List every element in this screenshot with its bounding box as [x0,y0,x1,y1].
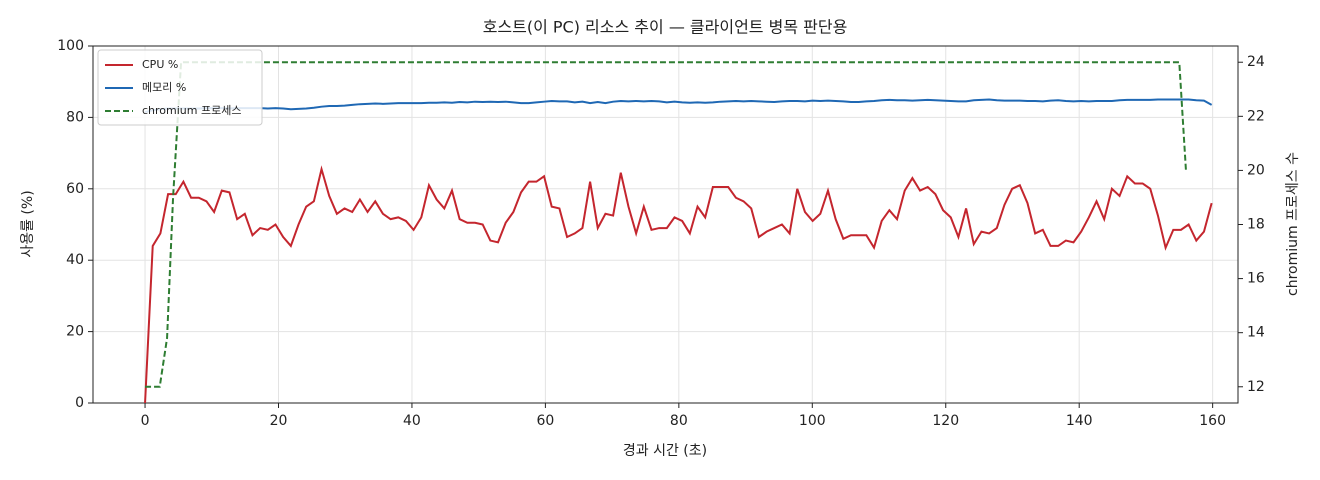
x-tick-label: 20 [270,413,288,429]
series-line [144,98,1213,114]
legend-label: 메모리 % [142,81,186,94]
legend-box [97,49,263,126]
legend-label: CPU % [142,58,178,71]
plot-frame [92,45,1239,404]
y-tick-label: 60 [66,181,84,197]
y-tick-label: 40 [66,252,84,268]
y2-tick-label: 14 [1247,325,1265,341]
x-tick-label: 60 [536,413,554,429]
x-tick-label: 40 [403,413,421,429]
x-tick-label: 120 [932,413,959,429]
y2-axis-label: chromium 프로세스 수 [1285,152,1301,296]
y2-tick-label: 18 [1247,217,1265,233]
y2-tick-label: 16 [1247,271,1265,287]
y2-tick-label: 22 [1247,108,1265,124]
y-tick-label: 0 [75,395,84,411]
y-axis-label: 사용률 (%) [20,190,36,257]
y2-tick-label: 12 [1247,379,1265,395]
x-tick-label: 140 [1066,413,1093,429]
series-line [144,165,1213,404]
x-tick-label: 80 [670,413,688,429]
y-tick-label: 20 [66,324,84,340]
y2-tick-label: 20 [1247,162,1265,178]
legend-label: chromium 프로세스 [142,104,241,117]
y-tick-label: 80 [66,109,84,125]
x-tick-label: 100 [799,413,826,429]
y2-tick-label: 24 [1247,54,1265,70]
series-line [145,61,1187,388]
chart-title: 호스트(이 PC) 리소스 추이 — 클라이언트 병목 판단용 [483,18,848,37]
x-axis-label: 경과 시간 (초) [623,443,707,459]
x-tick-label: 160 [1199,413,1226,429]
y-tick-label: 100 [57,38,84,54]
x-tick-label: 0 [141,413,150,429]
